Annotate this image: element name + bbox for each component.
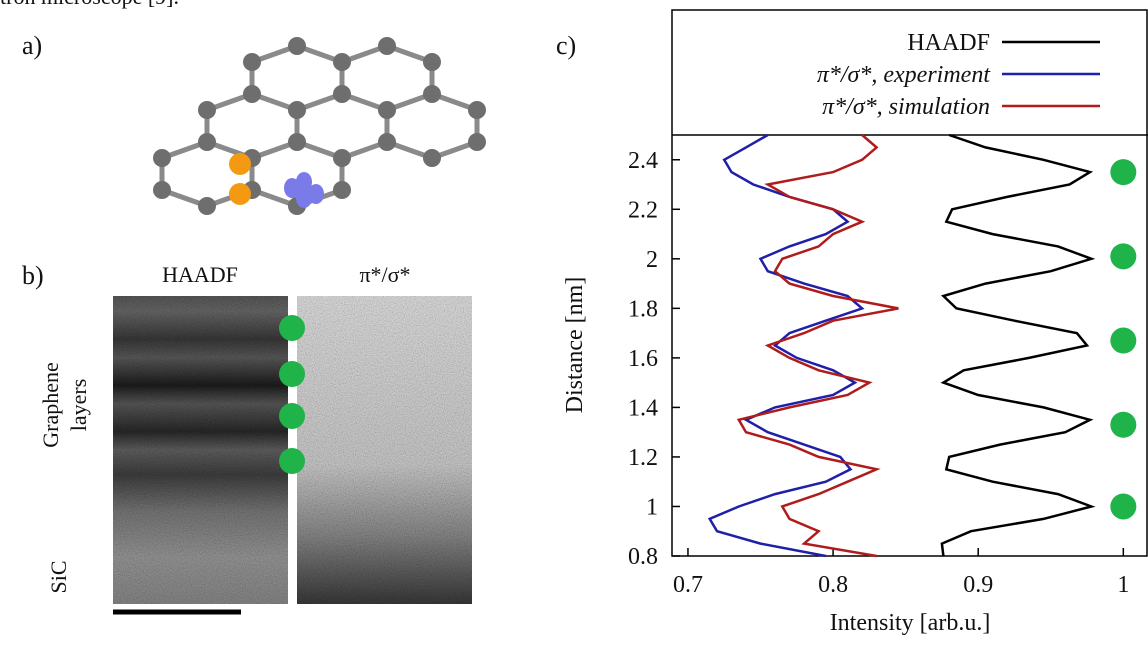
region-label: layers — [66, 379, 91, 432]
atom — [333, 181, 351, 199]
atom — [153, 181, 171, 199]
atom — [198, 197, 216, 215]
atom — [288, 37, 306, 55]
atom — [423, 53, 441, 71]
atom — [423, 85, 441, 103]
layer-dot — [279, 448, 305, 474]
plot-frame — [672, 10, 1147, 556]
atom — [153, 149, 171, 167]
molecule — [153, 37, 486, 215]
y-tick-label: 0.8 — [628, 544, 658, 570]
image-title: π*/σ* — [359, 262, 410, 287]
atom — [333, 85, 351, 103]
atom — [333, 149, 351, 167]
atom — [243, 85, 261, 103]
atom — [378, 101, 396, 119]
layer-dot — [279, 403, 305, 429]
series-line — [710, 135, 862, 556]
layer-marker — [1110, 159, 1136, 185]
layer-marker — [1110, 243, 1136, 269]
atom — [468, 133, 486, 151]
layer-marker — [1110, 412, 1136, 438]
figure: tron microscope [9]. a) b) HAADF π*/σ* G… — [0, 0, 1148, 644]
layer-dot — [279, 361, 305, 387]
x-tick-label: 0.9 — [963, 572, 993, 598]
series-line — [739, 135, 899, 556]
y-tick-label: 1.2 — [628, 445, 658, 471]
x-tick-label: 0.8 — [818, 572, 848, 598]
atom — [378, 37, 396, 55]
page: tron microscope [9]. a) b) HAADF π*/σ* G… — [0, 0, 1148, 644]
region-label: SiC — [46, 560, 71, 593]
panel-label: c) — [556, 31, 576, 60]
region-label: Graphene — [38, 362, 63, 448]
caption-fragment: tron microscope [9]. — [0, 0, 179, 9]
series-line — [942, 135, 1092, 556]
y-tick-label: 2.4 — [628, 148, 658, 174]
atom — [243, 53, 261, 71]
layer-dot — [279, 315, 305, 341]
legend-label: π*/σ*, simulation — [822, 94, 990, 120]
y-tick-label: 1.4 — [628, 395, 658, 421]
x-axis-label: Intensity [arb.u.] — [830, 610, 991, 636]
panel-label: b) — [22, 261, 44, 290]
y-tick-label: 2 — [646, 247, 658, 273]
y-tick-label: 1.6 — [628, 346, 658, 372]
ratio-image — [297, 296, 472, 604]
atom — [423, 149, 441, 167]
legend-label: HAADF — [907, 30, 990, 56]
image-title: HAADF — [162, 262, 238, 287]
layer-marker — [1110, 328, 1136, 354]
atom — [198, 133, 216, 151]
layer-marker — [1110, 493, 1136, 519]
atom — [378, 133, 396, 151]
atom — [288, 133, 306, 151]
x-tick-label: 0.7 — [673, 572, 703, 598]
panel-label: a) — [22, 31, 42, 60]
x-tick-label: 1 — [1117, 572, 1129, 598]
dopant-atom — [229, 153, 251, 175]
y-axis-label: Distance [nm] — [562, 277, 588, 414]
atom — [333, 53, 351, 71]
y-tick-label: 1 — [646, 494, 658, 520]
atom — [288, 101, 306, 119]
y-tick-label: 1.8 — [628, 296, 658, 322]
legend-label: π*/σ*, experiment — [817, 62, 991, 88]
haadf-image — [113, 296, 288, 604]
dopant-atom — [229, 183, 251, 205]
dopant-atom — [308, 184, 324, 204]
atom — [198, 101, 216, 119]
atom — [468, 101, 486, 119]
y-tick-label: 2.2 — [628, 197, 658, 223]
